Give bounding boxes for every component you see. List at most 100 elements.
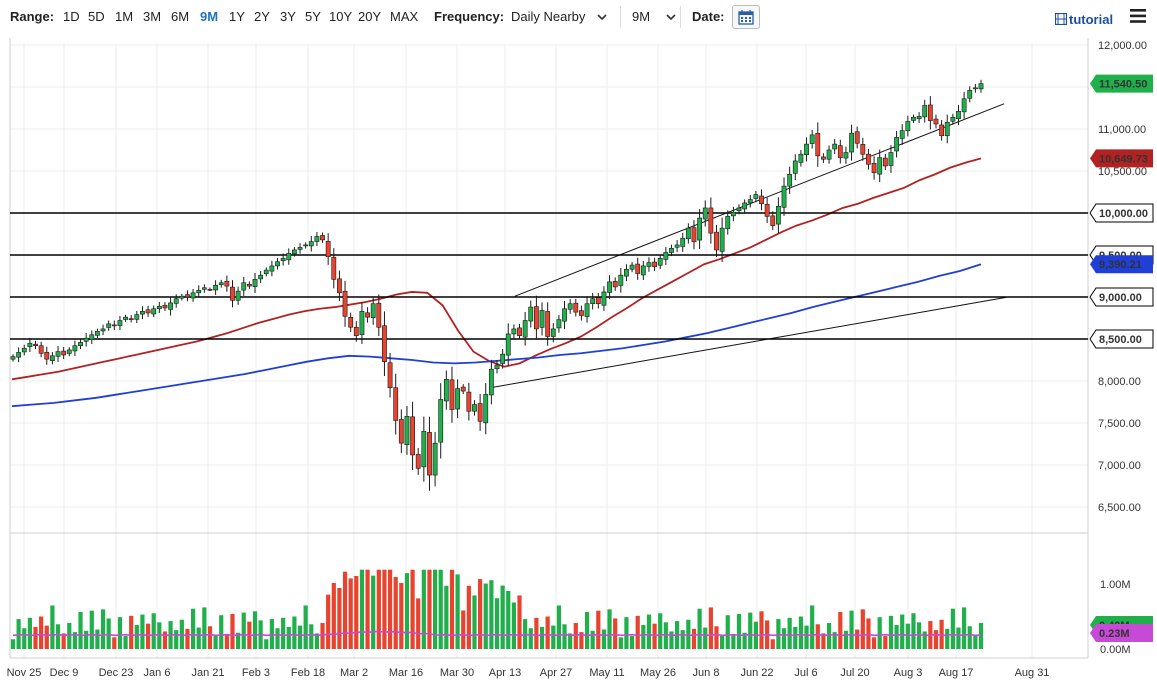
volume-bar <box>39 616 44 649</box>
candle-body <box>10 356 16 360</box>
candle-body <box>663 252 669 260</box>
volume-average-line <box>12 630 982 637</box>
candle-body <box>888 152 894 166</box>
candle-body <box>246 283 252 287</box>
volume-bar <box>669 631 674 649</box>
volume-bar <box>663 622 668 649</box>
x-axis-tick-label: Mar 2 <box>340 667 368 679</box>
y-axis-tick-label: 8,000.00 <box>1098 376 1141 388</box>
range-button-max[interactable]: MAX <box>390 9 419 24</box>
volume-bar <box>117 617 123 649</box>
level-tag: 8,500.00 <box>1089 329 1154 349</box>
candle-body <box>297 247 303 250</box>
volume-bar <box>579 632 584 649</box>
volume-bar <box>483 583 488 649</box>
range-button-1m[interactable]: 1M <box>115 9 134 24</box>
candle-body <box>314 236 320 242</box>
volume-bar <box>309 624 314 649</box>
candle-body <box>545 311 551 337</box>
range-button-2y[interactable]: 2Y <box>254 9 270 24</box>
channel-lower-line <box>492 296 1007 388</box>
volume-bar <box>494 598 500 649</box>
candle-body <box>747 199 753 204</box>
volume-bar <box>129 615 134 649</box>
chevron-down-icon <box>666 14 676 21</box>
volume-bar <box>810 605 815 649</box>
range-button-5d[interactable]: 5D <box>88 9 105 24</box>
volume-bar <box>523 619 528 649</box>
candle-body <box>286 253 292 261</box>
volume-bar <box>534 617 539 649</box>
candle-body <box>674 244 680 248</box>
price-tags: 10,000.009,500.009,000.008,500.0011,540.… <box>1089 74 1154 643</box>
volume-bar <box>838 611 843 649</box>
price-chart[interactable]: 12,000.0011,500.0011,000.0010,500.0010,0… <box>0 34 1157 689</box>
candle-body <box>269 265 275 272</box>
candle-body <box>145 309 151 314</box>
range-button-6m[interactable]: 6M <box>171 9 190 24</box>
volume-bar <box>855 629 860 649</box>
range-button-3m[interactable]: 3M <box>143 9 162 24</box>
candle-body <box>792 160 798 174</box>
volume-bar <box>916 622 922 649</box>
volume-bar <box>832 632 837 649</box>
candle-body <box>382 325 387 362</box>
volume-bar <box>190 608 196 649</box>
volume-bar <box>320 623 325 649</box>
volume-bar <box>618 637 623 649</box>
level-tag-shape <box>1089 203 1154 223</box>
candle-body <box>207 288 213 291</box>
range-button-9m[interactable]: 9M <box>200 9 219 24</box>
candle-body <box>427 432 432 476</box>
candle-body <box>978 83 984 90</box>
volume-bar <box>286 626 291 649</box>
y-axis-tick-label: 11,000.00 <box>1098 124 1146 136</box>
volume-bar <box>736 613 742 649</box>
ma-short-tag: 10,649.73 <box>1090 149 1153 168</box>
volume-bar <box>78 611 83 649</box>
frequency-dropdown[interactable]: Daily Nearby <box>511 9 607 24</box>
candle-body <box>725 216 731 229</box>
candle-body <box>483 394 489 424</box>
candle-body <box>770 215 776 226</box>
volume-bar <box>821 633 826 649</box>
volume-bar <box>16 619 21 649</box>
candle-body <box>472 404 477 412</box>
volume-bar <box>33 626 38 649</box>
volume-bar <box>539 626 545 649</box>
range-button-3y[interactable]: 3Y <box>280 9 296 24</box>
candle-body <box>258 274 264 280</box>
candle-body <box>16 352 22 358</box>
volume-bar <box>601 629 607 649</box>
x-axis-tick-label: Apr 13 <box>489 667 521 679</box>
candle-body <box>365 312 370 318</box>
volume-bar <box>945 628 950 649</box>
candle-body <box>961 98 967 113</box>
volume-average-tag-text: 0.23M <box>1099 628 1130 640</box>
volume-bar <box>714 626 719 649</box>
volume-bar <box>461 610 466 649</box>
range-button-1d[interactable]: 1D <box>63 9 80 24</box>
volume-bar <box>888 615 894 649</box>
period-dropdown[interactable]: 9M <box>632 9 676 24</box>
volume-bar <box>365 569 370 649</box>
candle-body <box>742 202 748 210</box>
volume-bar <box>528 628 533 649</box>
volume-bar <box>145 623 151 649</box>
hamburger-menu-icon[interactable] <box>1130 9 1146 23</box>
volume-bar <box>860 609 865 649</box>
volume-bar <box>72 632 78 649</box>
volume-axis-label: 1.00M <box>1100 579 1131 591</box>
tutorial-link[interactable]: tutorial <box>1054 12 1113 27</box>
x-axis-tick-label: May 11 <box>589 667 624 679</box>
range-button-5y[interactable]: 5Y <box>305 9 321 24</box>
range-button-10y[interactable]: 10Y <box>329 9 353 24</box>
volume-bar <box>219 615 224 649</box>
range-button-1y[interactable]: 1Y <box>229 9 245 24</box>
candle-body <box>218 282 224 286</box>
date-picker-button[interactable] <box>732 5 760 29</box>
level-tag-shape <box>1089 329 1154 349</box>
x-axis-tick-label: Mar 16 <box>389 667 423 679</box>
range-button-20y[interactable]: 20Y <box>358 9 382 24</box>
volume-bar <box>123 636 128 649</box>
